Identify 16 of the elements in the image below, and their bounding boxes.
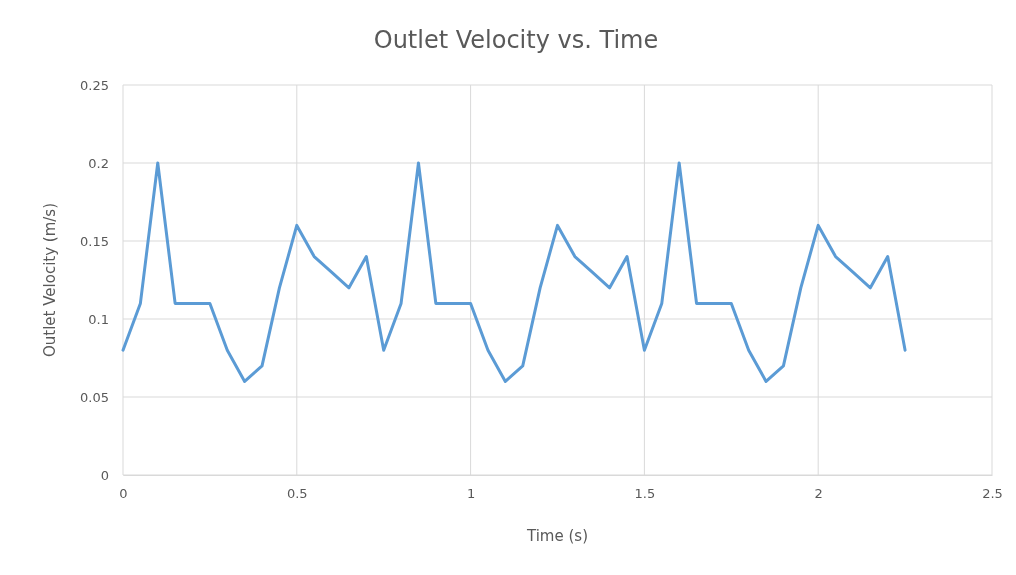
y-tick-label: 0.2 xyxy=(88,155,109,171)
x-tick-label: 0.5 xyxy=(286,486,308,502)
x-axis-title: Time (s) xyxy=(526,527,588,545)
y-tick-label: 0.25 xyxy=(80,77,109,93)
x-tick-label: 1.5 xyxy=(634,486,656,502)
chart-title: Outlet Velocity vs. Time xyxy=(373,26,659,54)
y-tick-label: 0.1 xyxy=(88,311,109,327)
y-tick-label: 0.05 xyxy=(80,389,109,405)
x-tick-label: 0 xyxy=(119,486,128,502)
y-tick-label: 0.15 xyxy=(80,233,109,249)
y-axis-title: Outlet Velocity (m/s) xyxy=(41,202,59,358)
x-tick-label: 1 xyxy=(466,486,476,502)
line-series xyxy=(121,161,907,383)
x-tick-label: 2.5 xyxy=(982,486,1003,502)
x-tick-label: 2 xyxy=(814,486,823,502)
y-tick-label: 0 xyxy=(100,467,109,483)
